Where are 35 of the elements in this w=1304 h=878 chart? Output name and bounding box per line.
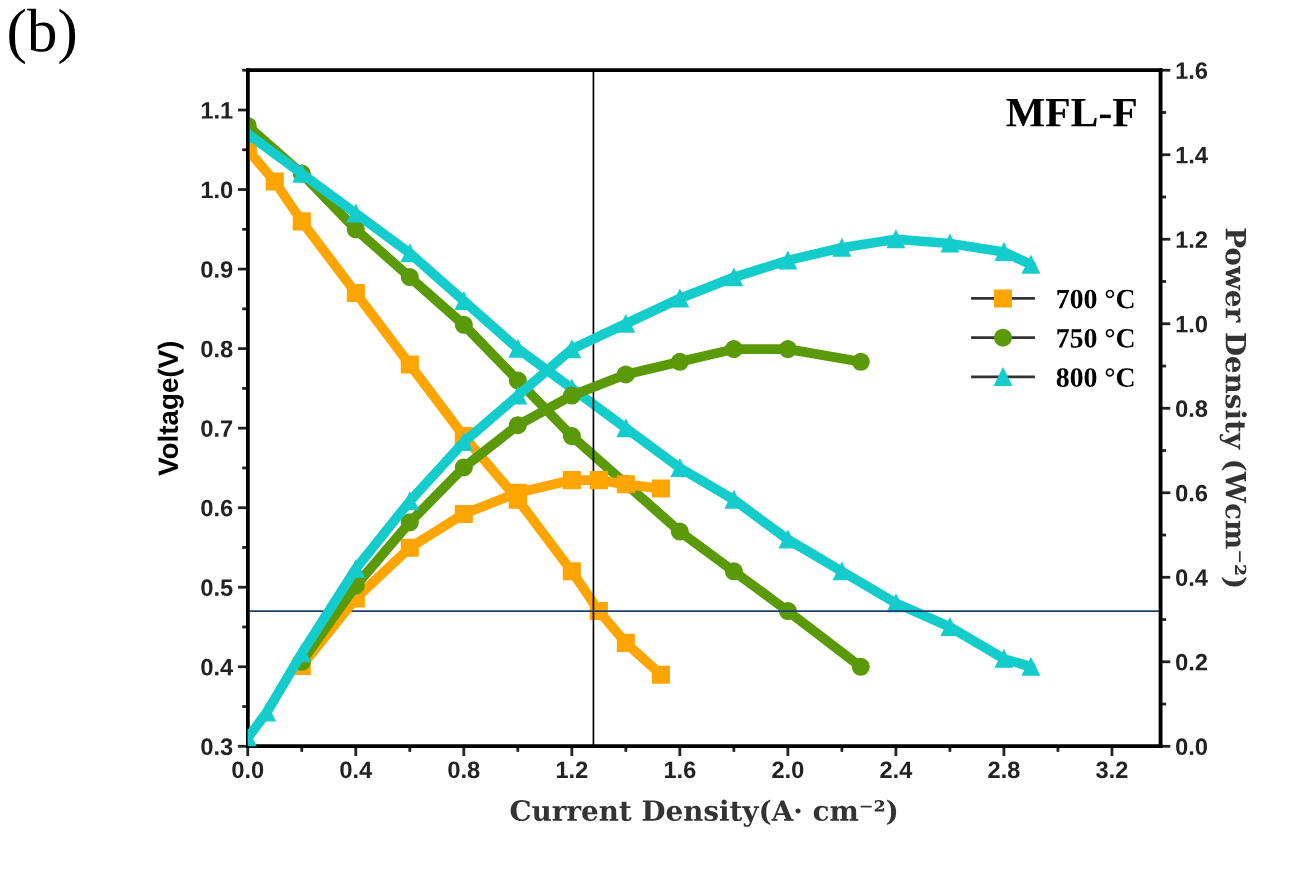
y2-tick-label: 1.2 (1176, 231, 1208, 248)
y-axis-title: Voltage(V) (157, 341, 184, 476)
annotation: MFL-F (1006, 98, 1136, 127)
x-tick-label: 1.6 (664, 761, 696, 779)
x-tick-label: 0.0 (232, 761, 264, 779)
y2-tick-label: 0.6 (1176, 484, 1208, 502)
y-tick-label: 0.7 (201, 420, 233, 437)
y2-axis-title: Power Density (Wcm⁻²) (1219, 228, 1247, 587)
y2-tick-label: 1.0 (1176, 315, 1207, 333)
x-tick-label: 1.2 (556, 761, 588, 778)
text: (b) (9, 8, 76, 65)
y2-tick-label: 0.4 (1176, 569, 1208, 587)
y2-tick-label: 0.8 (1176, 400, 1208, 418)
y-tick-label: 1.1 (201, 102, 233, 119)
y2-tick-label: 0.0 (1176, 738, 1207, 756)
y-tick-label: 0.3 (201, 738, 233, 756)
y2-tick-label: 0.2 (1176, 653, 1208, 671)
x-tick-label: 2.8 (988, 761, 1020, 779)
y2-tick-label: 1.4 (1176, 147, 1208, 164)
x-axis-title: Current Density(A· cm⁻²) (510, 799, 897, 827)
x-tick-label: 2.4 (880, 761, 913, 778)
y-tick-label: 0.4 (201, 658, 234, 676)
legend-label: 750 °C (1057, 328, 1134, 348)
legend-label: 800 °C (1056, 368, 1134, 387)
x-tick-label: 3.2 (1096, 761, 1128, 779)
x-tick-label: 2.0 (772, 761, 804, 779)
x-tick-label: 0.4 (340, 761, 373, 779)
y-tick-label: 0.6 (201, 499, 233, 517)
y-tick-label: 0.8 (201, 340, 233, 358)
y-tick-label: 0.5 (201, 579, 233, 597)
y-tick-label: 1.0 (201, 181, 233, 199)
y2-tick-label: 1.6 (1176, 62, 1208, 80)
legend-label: 700 °C (1057, 289, 1134, 309)
x-tick-label: 0.8 (448, 761, 480, 779)
y-tick-label: 0.9 (201, 261, 233, 278)
